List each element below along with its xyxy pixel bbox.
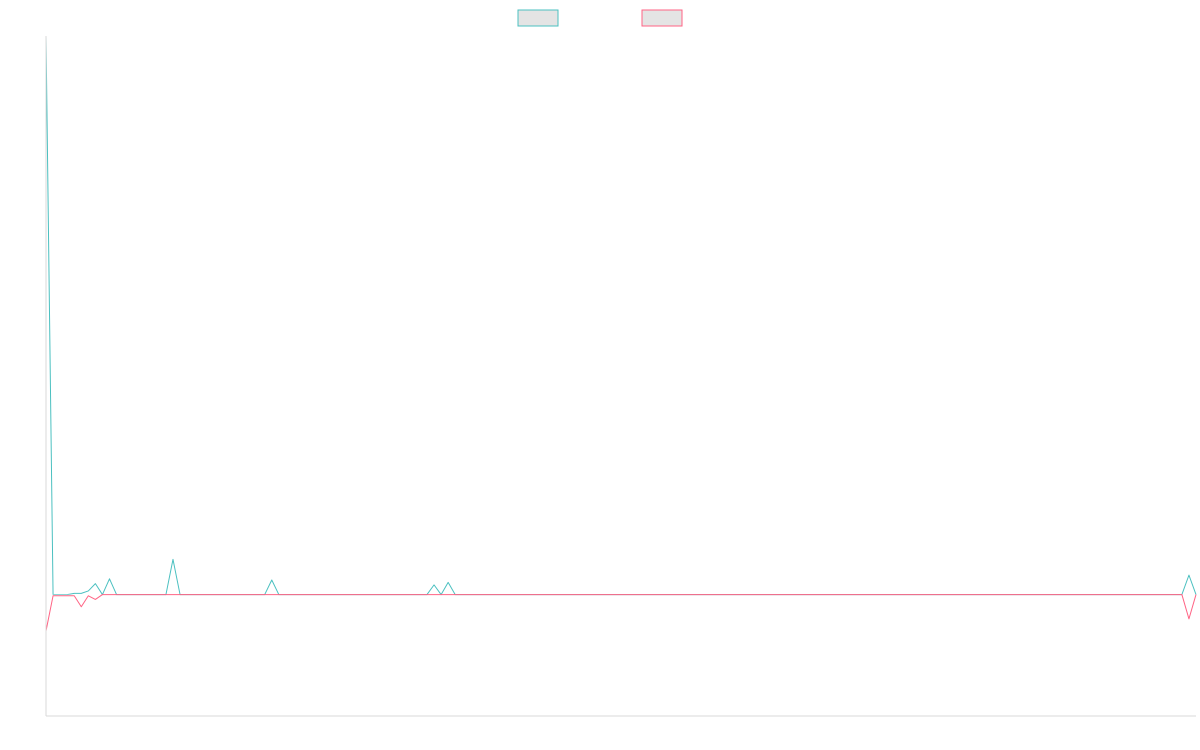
series-layer [45, 35, 1197, 632]
axes [45, 36, 1196, 717]
series-2 [45, 594, 1197, 632]
series-1 [45, 35, 1197, 596]
legend-swatch-2 [641, 9, 683, 27]
legend-item-1[interactable] [517, 9, 559, 27]
series-2-line [45, 594, 1197, 632]
series-1-area [46, 36, 1196, 595]
series-2-area [46, 594, 1196, 631]
legend-item-2[interactable] [641, 9, 683, 27]
legend-swatch-1 [517, 9, 559, 27]
legend [517, 9, 683, 27]
series-1-line [45, 35, 1197, 596]
